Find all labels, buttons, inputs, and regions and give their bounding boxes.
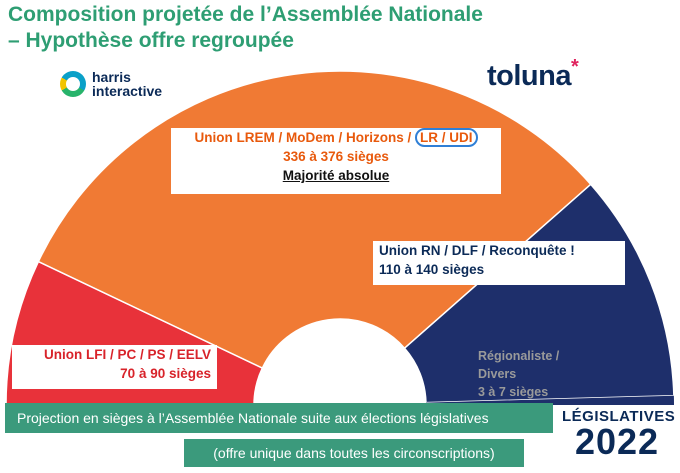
label-regional-bloc: Régionaliste / Divers 3 à 7 sièges xyxy=(478,347,590,399)
label-majority-note: Majorité absolue xyxy=(282,168,390,183)
hemicycle-segment-4 xyxy=(425,395,674,405)
harris-ring-icon xyxy=(60,71,86,97)
label-majority-highlight: LR / UDI xyxy=(415,128,478,147)
harris-logo-line-2: interactive xyxy=(92,83,163,99)
legislatives-logo-text: LÉGISLATIVES xyxy=(562,408,676,425)
label-majority-seats: 336 à 376 sièges xyxy=(283,149,389,164)
label-majority-bloc: Union LREM / MoDem / Horizons / LR / UDI… xyxy=(171,128,501,194)
footer-banner-2: (offre unique dans toutes les circonscri… xyxy=(184,439,524,467)
label-regional-name: Régionaliste / Divers xyxy=(478,349,560,381)
hemicycle-segment-3 xyxy=(403,183,675,404)
label-left-seats: 70 à 90 sièges xyxy=(120,366,211,381)
toluna-logo: toluna* xyxy=(487,56,579,93)
label-rn-seats: 110 à 140 sièges xyxy=(379,262,485,277)
title-line-1: Composition projetée de l’Assemblée Nati… xyxy=(8,3,483,26)
label-left-name: Union LFI / PC / PS / EELV xyxy=(43,347,211,362)
toluna-logo-text: toluna xyxy=(487,60,572,92)
toluna-star-icon: * xyxy=(571,56,579,78)
chart-title: Composition projetée de l’Assemblée Nati… xyxy=(8,2,608,54)
label-majority-name: Union LREM / MoDem / Horizons / xyxy=(194,130,415,145)
label-left-bloc: Union LFI / PC / PS / EELV 70 à 90 siège… xyxy=(12,345,217,389)
title-line-2: – Hypothèse offre regroupée xyxy=(8,29,294,52)
harris-logo-line-1: harris xyxy=(92,69,131,85)
harris-interactive-logo: harris interactive xyxy=(60,66,162,102)
legislatives-2022-logo: LÉGISLATIVES 2022 xyxy=(562,408,676,462)
label-regional-seats: 3 à 7 sièges xyxy=(478,385,549,399)
legislatives-logo-year: 2022 xyxy=(574,421,660,462)
label-rn-bloc: Union RN / DLF / Reconquête ! 110 à 140 … xyxy=(373,241,625,285)
label-rn-name: Union RN / DLF / Reconquête ! xyxy=(379,243,575,258)
footer-banner-1: Projection en sièges à l’Assemblée Natio… xyxy=(5,403,553,433)
